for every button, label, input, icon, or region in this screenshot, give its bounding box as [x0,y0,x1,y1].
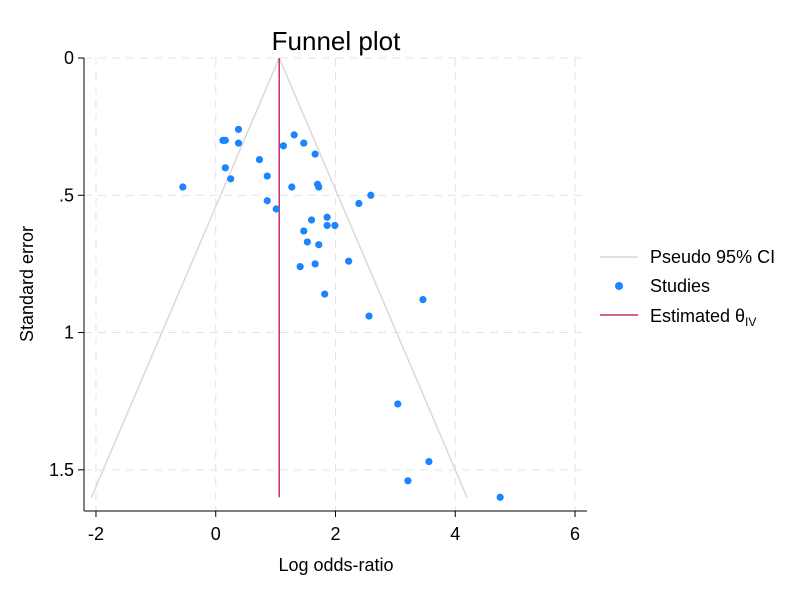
study-point-17 [315,183,323,191]
y-tick-label-2: 1 [64,323,74,343]
chart-title: Funnel plot [272,26,401,56]
study-point-31 [365,312,373,320]
legend-estimate-text: Estimated θ [650,306,745,326]
study-point-21 [323,213,331,221]
study-point-9 [263,197,271,205]
study-point-8 [263,172,271,180]
study-point-19 [300,227,308,235]
study-point-12 [288,183,296,191]
study-point-0 [179,183,187,191]
study-point-20 [303,238,311,246]
study-point-22 [323,221,331,230]
study-point-26 [296,263,304,271]
legend-estimate-subscript: IV [745,315,756,329]
study-point-10 [272,205,280,213]
x-axis-label: Log odds-ratio [278,555,393,575]
study-point-29 [367,191,375,199]
study-point-25 [311,260,319,268]
study-point-4 [234,139,243,147]
ci-line-right [278,57,468,498]
study-point-14 [300,139,308,147]
x-axis-ticks: -2 0 2 4 6 [88,511,580,544]
study-point-23 [331,221,339,230]
study-point-7 [255,155,264,164]
study-point-24 [315,241,323,249]
study-point-2 [221,136,229,144]
ci-line-left [90,57,280,498]
study-point-32 [419,296,427,304]
study-point-3 [234,125,243,133]
y-tick-label-0: 0 [64,48,74,68]
y-tick-label-1: .5 [59,185,74,205]
study-point-33 [394,400,402,408]
study-point-28 [355,199,363,208]
x-tick-label-4: 6 [570,524,580,544]
x-tick-label-1: 0 [211,524,221,544]
y-tick-label-3: 1.5 [49,460,74,480]
study-point-35 [404,477,412,485]
study-point-6 [227,175,235,183]
x-tick-label-0: -2 [88,524,104,544]
x-tick-label-3: 4 [450,524,460,544]
study-point-15 [311,150,319,158]
study-point-13 [290,131,298,139]
legend: Pseudo 95% CI Studies Estimated θIV [600,247,775,329]
study-point-18 [307,216,316,224]
y-axis-ticks: 0 .5 1 1.5 [49,48,84,480]
study-point-5 [221,164,229,172]
legend-ci-label: Pseudo 95% CI [650,247,775,267]
study-point-30 [321,290,329,298]
y-axis-label: Standard error [17,226,37,342]
study-points [179,125,504,501]
legend-estimate-label: Estimated θIV [650,306,756,329]
legend-studies-swatch [615,282,623,290]
study-point-11 [279,142,288,150]
grid [84,57,587,511]
study-point-27 [345,257,353,265]
x-tick-label-2: 2 [330,524,340,544]
study-point-36 [496,493,504,501]
pseudo-ci-lines [90,57,468,498]
study-point-34 [425,457,433,466]
legend-studies-label: Studies [650,276,710,296]
